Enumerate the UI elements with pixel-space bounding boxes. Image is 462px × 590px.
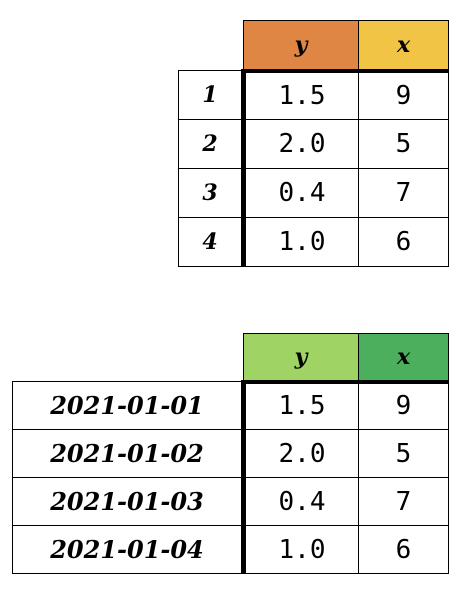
table-row: 2021-01-01 1.5 9 xyxy=(12,381,449,430)
cell-x: 9 xyxy=(358,381,449,430)
cell-x: 6 xyxy=(358,217,449,267)
table-row: 1 1.5 9 xyxy=(178,70,449,120)
cell-x: 5 xyxy=(358,429,449,478)
column-header-x: x xyxy=(358,20,449,73)
table-row: 2021-01-02 2.0 5 xyxy=(12,429,449,478)
cell-x: 6 xyxy=(358,525,449,574)
corner-blank xyxy=(13,334,244,382)
cell-y: 0.4 xyxy=(243,477,359,526)
cell-y: 2.0 xyxy=(243,119,359,169)
cell-y: 1.5 xyxy=(243,381,359,430)
column-header-y: y xyxy=(243,333,359,384)
row-index: 3 xyxy=(178,168,246,218)
row-index-date: 2021-01-03 xyxy=(12,477,246,526)
row-index-date: 2021-01-04 xyxy=(12,525,246,574)
column-header-y: y xyxy=(243,20,359,73)
table-row: 3 0.4 7 xyxy=(178,168,449,218)
row-index-date: 2021-01-02 xyxy=(12,429,246,478)
corner-blank xyxy=(179,21,244,71)
table-date-index: y x 2021-01-01 1.5 9 2021-01-02 2.0 5 20… xyxy=(12,333,449,574)
table-row: 2021-01-03 0.4 7 xyxy=(12,477,449,526)
cell-y: 2.0 xyxy=(243,429,359,478)
table-row: 2021-01-04 1.0 6 xyxy=(12,525,449,574)
cell-x: 7 xyxy=(358,168,449,218)
row-index-date: 2021-01-01 xyxy=(12,381,246,430)
cell-y: 1.0 xyxy=(243,217,359,267)
cell-y: 1.5 xyxy=(243,70,359,120)
cell-x: 9 xyxy=(358,70,449,120)
cell-x: 5 xyxy=(358,119,449,169)
cell-y: 1.0 xyxy=(243,525,359,574)
row-index: 4 xyxy=(178,217,246,267)
column-header-x: x xyxy=(358,333,449,384)
row-index: 1 xyxy=(178,70,246,120)
cell-y: 0.4 xyxy=(243,168,359,218)
row-index: 2 xyxy=(178,119,246,169)
table-row: 2 2.0 5 xyxy=(178,119,449,169)
cell-x: 7 xyxy=(358,477,449,526)
table-row: 4 1.0 6 xyxy=(178,217,449,267)
table-integer-index: y x 1 1.5 9 2 2.0 5 3 0.4 7 4 1.0 6 xyxy=(178,20,449,267)
